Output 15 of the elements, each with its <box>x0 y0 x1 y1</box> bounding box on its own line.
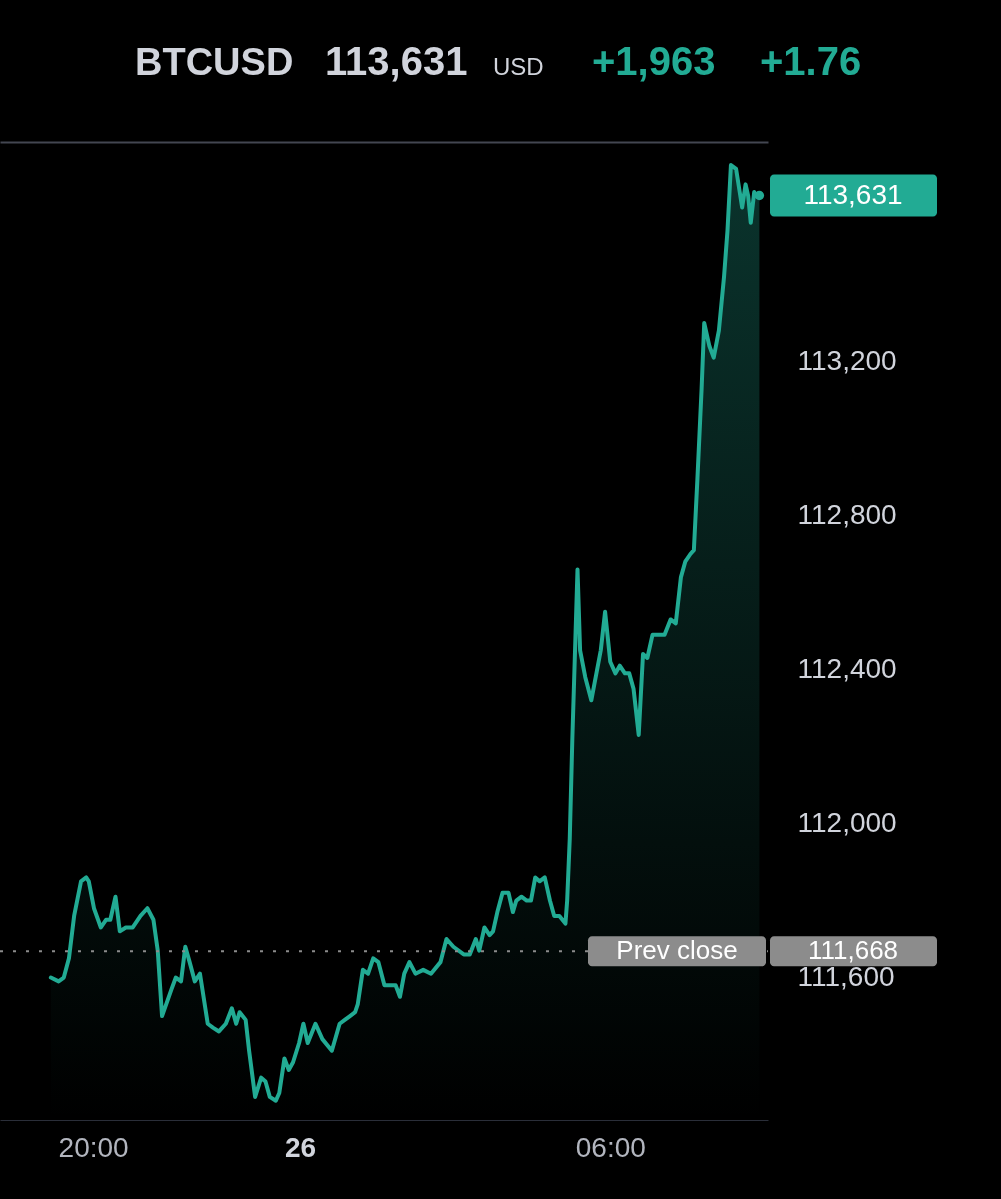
x-tick-label: 06:00 <box>575 1131 646 1163</box>
ref-line-label: Prev close <box>616 935 738 966</box>
text: +1.76 <box>760 39 862 83</box>
text: 113,631 <box>325 39 468 83</box>
chart-title: BTCUSD <box>135 41 294 83</box>
y-tick-label: 112,800 <box>797 498 897 530</box>
text: +1,963 <box>592 39 716 83</box>
y-tick-label: 113,200 <box>797 344 897 376</box>
x-tick-label: 26 <box>284 1131 317 1163</box>
text: USD <box>493 53 544 80</box>
text: 111,668 <box>807 935 899 966</box>
x-tick-label: 20:00 <box>58 1131 129 1163</box>
y-tick-label: 112,000 <box>797 807 897 839</box>
annotation: 113,631 <box>803 178 903 210</box>
y-tick-label: 112,400 <box>797 653 897 684</box>
